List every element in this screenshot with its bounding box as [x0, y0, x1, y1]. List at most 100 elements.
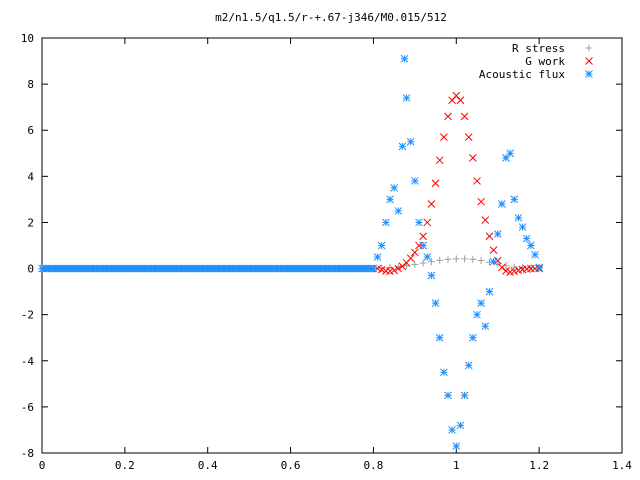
acoustic-flux-point [452, 442, 461, 450]
acoustic-flux-point [498, 200, 506, 208]
acoustic-flux-point [419, 241, 427, 250]
acoustic-flux-series [369, 54, 543, 450]
r-stress-point [419, 259, 427, 267]
acoustic-flux-point [435, 333, 444, 342]
x-tick-label: 0.4 [198, 459, 218, 472]
g-work-point [423, 218, 432, 227]
acoustic-flux-point [456, 421, 465, 430]
g-work-point [440, 133, 448, 141]
acoustic-flux-point [377, 241, 386, 250]
g-work-point [394, 264, 403, 273]
acoustic-flux-point [394, 207, 403, 215]
acoustic-flux-point [464, 361, 473, 370]
chart-title: m2/n1.5/q1.5/r-+.67-j346/M0.015/512 [215, 11, 447, 24]
r-stress-point [386, 263, 394, 271]
acoustic-flux-point [485, 287, 494, 296]
x-tick-label: 1.2 [529, 459, 549, 472]
x-tick-label: 0.6 [281, 459, 301, 472]
y-tick-label: 4 [27, 170, 34, 183]
acoustic-flux-point [510, 195, 519, 204]
acoustic-flux-point [481, 322, 490, 331]
acoustic-flux-point [448, 426, 456, 434]
g-work-point [456, 96, 465, 105]
x-tick-label: 1 [453, 459, 460, 472]
g-work-point [419, 232, 427, 241]
acoustic-flux-point [477, 299, 485, 307]
x-axis: 0 0.2 0.4 0.6 0.8 1 1.2 1.4 [39, 38, 632, 472]
acoustic-flux-legend-marker [585, 70, 593, 78]
x-tick-label: 1.4 [612, 459, 632, 472]
acoustic-flux-point [527, 241, 535, 250]
g-work-point [435, 156, 444, 165]
r-stress-point [427, 258, 435, 266]
acoustic-flux-point [398, 142, 407, 151]
g-work-point [473, 177, 481, 185]
r-stress-point [444, 255, 452, 263]
r-stress-legend-label: R stress [512, 42, 565, 55]
g-work-point [460, 112, 469, 121]
acoustic-flux-point [431, 299, 440, 307]
acoustic-flux-point [382, 218, 390, 227]
acoustic-flux-point [469, 333, 477, 342]
acoustic-flux-legend-label: Acoustic flux [479, 68, 565, 81]
baseline-zero-region [38, 264, 376, 273]
y-tick-label: 8 [27, 78, 34, 91]
acoustic-flux-point [460, 391, 469, 400]
acoustic-flux-point [535, 263, 543, 272]
r-stress-point [452, 255, 460, 263]
y-tick-label: 2 [27, 216, 34, 229]
acoustic-flux-point [415, 218, 423, 227]
y-axis: -8 -6 -4 -2 0 2 4 6 8 10 [21, 32, 622, 460]
acoustic-flux-point [390, 184, 398, 192]
x-tick-label: 0.8 [363, 459, 383, 472]
g-work-point [481, 216, 490, 224]
acoustic-flux-point [518, 223, 527, 231]
acoustic-flux-point [373, 253, 382, 261]
acoustic-flux-point [400, 54, 409, 63]
acoustic-flux-point [402, 94, 411, 102]
r-stress-point [436, 256, 444, 264]
acoustic-flux-point [531, 250, 539, 259]
plot-area [38, 54, 543, 450]
g-work-point [464, 133, 473, 141]
acoustic-flux-point [411, 177, 419, 185]
r-stress-point [378, 264, 386, 272]
acoustic-flux-point [473, 310, 481, 319]
acoustic-flux-point [386, 195, 394, 204]
acoustic-flux-point [489, 257, 498, 266]
g-work-point [431, 179, 440, 188]
acoustic-flux-point [522, 234, 531, 243]
g-work-legend-marker [585, 57, 593, 65]
g-work-point [469, 154, 477, 162]
g-work-point [406, 254, 415, 263]
y-tick-label: -4 [21, 355, 35, 368]
g-work-series [373, 91, 543, 276]
r-stress-point [411, 260, 419, 268]
r-stress-point [477, 256, 485, 264]
g-work-point [390, 266, 398, 275]
y-tick-label: -6 [21, 401, 34, 414]
r-stress-legend-marker [585, 44, 593, 52]
acoustic-flux-point [444, 391, 452, 400]
g-work-point [427, 200, 436, 208]
g-work-legend-label: G work [525, 55, 565, 68]
g-work-point [411, 248, 419, 257]
y-tick-label: 10 [21, 32, 34, 45]
acoustic-flux-point [369, 264, 378, 273]
g-work-point [489, 246, 498, 254]
plot-frame [41, 37, 623, 454]
y-tick-label: 6 [27, 124, 34, 137]
acoustic-flux-point [493, 230, 502, 238]
g-work-point [485, 232, 494, 241]
acoustic-flux-point [423, 253, 432, 261]
r-stress-point [469, 255, 477, 263]
y-tick-label: 0 [27, 263, 34, 276]
acoustic-flux-point [506, 149, 514, 158]
acoustic-flux-point [440, 368, 448, 377]
r-stress-point [461, 255, 469, 263]
g-work-point [444, 112, 452, 121]
y-tick-label: -2 [21, 309, 34, 322]
acoustic-flux-point [427, 271, 436, 280]
y-tick-label: -8 [21, 447, 34, 460]
